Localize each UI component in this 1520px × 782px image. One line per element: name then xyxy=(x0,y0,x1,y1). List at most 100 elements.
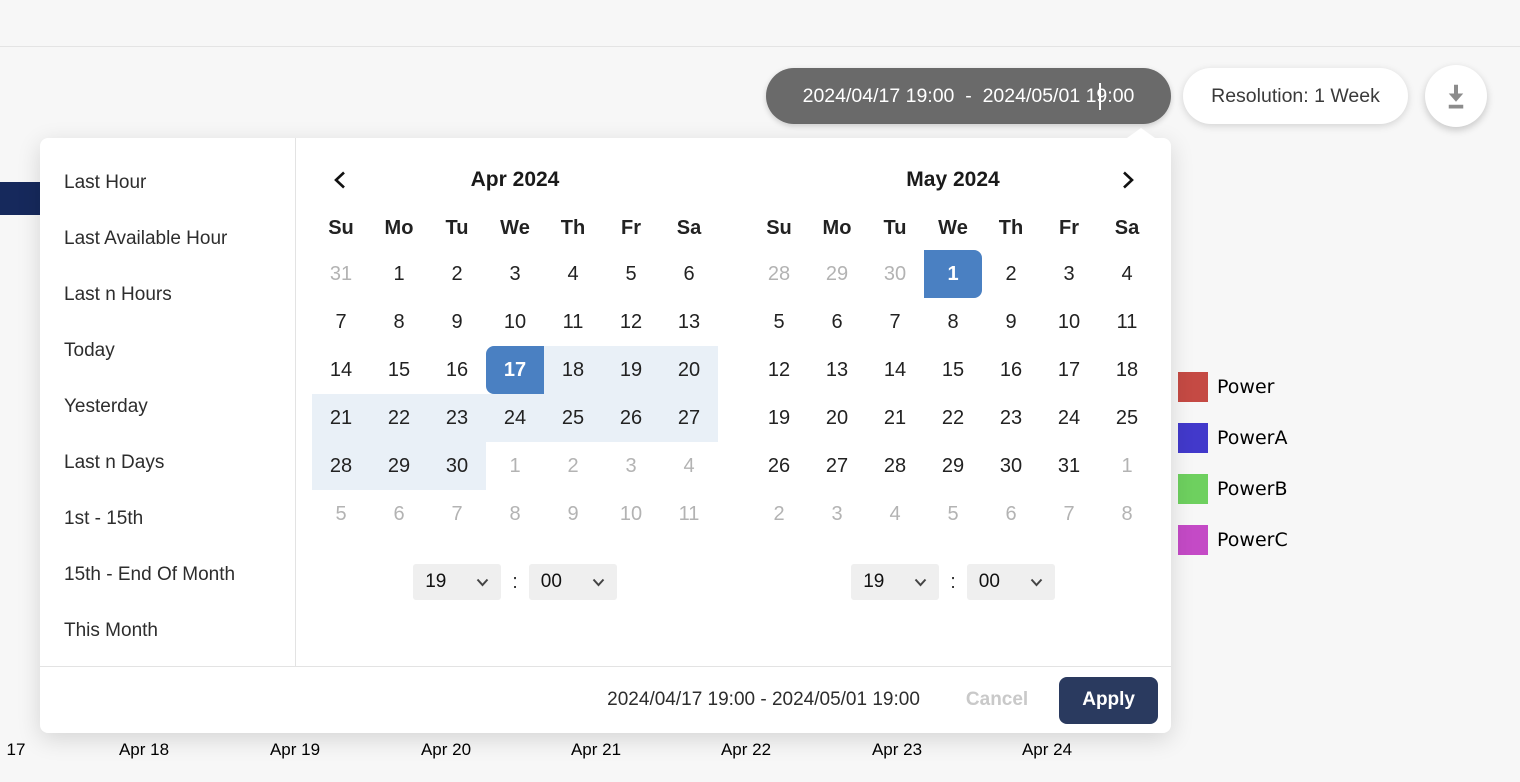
day-cell[interactable]: 3 xyxy=(1063,262,1075,285)
day-cell[interactable]: 7 xyxy=(1063,502,1075,525)
apply-button[interactable]: Apply xyxy=(1059,676,1158,724)
day-cell[interactable]: 10 xyxy=(619,502,643,525)
day-cell[interactable]: 29 xyxy=(941,454,965,477)
day-cell[interactable]: 28 xyxy=(883,454,907,477)
preset-item[interactable]: 15th - End Of Month xyxy=(64,564,236,585)
day-cell[interactable]: 1 xyxy=(924,250,982,298)
preset-item[interactable]: Last Hour xyxy=(64,172,147,193)
resolution-button[interactable]: Resolution: 1 Week xyxy=(1183,68,1408,124)
day-cell[interactable]: 19 xyxy=(767,406,791,429)
date-range-input[interactable]: 2024/04/17 19:00 - 2024/05/01 19:00 xyxy=(766,68,1171,124)
day-cell[interactable]: 5 xyxy=(335,502,347,525)
start-hour-select[interactable]: 19 xyxy=(413,564,502,600)
legend-item[interactable]: PowerB xyxy=(1178,474,1288,504)
day-cell[interactable]: 21 xyxy=(312,394,370,442)
day-cell[interactable]: 5 xyxy=(625,262,637,285)
end-hour-select[interactable]: 19 xyxy=(851,564,940,600)
day-cell[interactable]: 5 xyxy=(773,310,785,333)
day-cell[interactable]: 9 xyxy=(451,310,463,333)
next-month-button[interactable] xyxy=(1116,169,1138,191)
preset-item[interactable]: This Month xyxy=(64,620,158,641)
day-cell[interactable]: 20 xyxy=(825,406,849,429)
preset-item[interactable]: Yesterday xyxy=(64,396,148,417)
day-cell[interactable]: 6 xyxy=(831,310,843,333)
day-cell[interactable]: 8 xyxy=(393,310,405,333)
day-cell[interactable]: 8 xyxy=(509,502,521,525)
day-cell[interactable]: 10 xyxy=(1057,310,1081,333)
day-cell[interactable]: 3 xyxy=(509,262,521,285)
day-cell[interactable]: 31 xyxy=(1057,454,1081,477)
legend-item[interactable]: Power xyxy=(1178,372,1288,402)
day-cell[interactable]: 2 xyxy=(451,262,463,285)
day-cell[interactable]: 7 xyxy=(335,310,347,333)
day-cell[interactable]: 21 xyxy=(883,406,907,429)
day-cell[interactable]: 17 xyxy=(1057,358,1081,381)
preset-item[interactable]: Last Available Hour xyxy=(64,228,228,249)
day-cell[interactable]: 7 xyxy=(451,502,463,525)
day-cell[interactable]: 10 xyxy=(503,310,527,333)
day-cell[interactable]: 18 xyxy=(1115,358,1139,381)
day-cell[interactable]: 2 xyxy=(567,454,579,477)
day-cell[interactable]: 12 xyxy=(767,358,791,381)
day-cell[interactable]: 15 xyxy=(941,358,965,381)
day-cell[interactable]: 1 xyxy=(1121,454,1133,477)
day-cell[interactable]: 23 xyxy=(999,406,1023,429)
day-cell[interactable]: 7 xyxy=(889,310,901,333)
day-cell[interactable]: 13 xyxy=(677,310,701,333)
day-cell[interactable]: 1 xyxy=(509,454,521,477)
day-cell[interactable]: 6 xyxy=(393,502,405,525)
day-cell[interactable]: 2 xyxy=(773,502,785,525)
day-cell[interactable]: 3 xyxy=(625,454,637,477)
day-cell[interactable]: 22 xyxy=(941,406,965,429)
day-cell[interactable]: 27 xyxy=(825,454,849,477)
day-cell[interactable]: 28 xyxy=(767,262,791,285)
day-cell[interactable]: 29 xyxy=(825,262,849,285)
day-cell[interactable]: 11 xyxy=(1116,310,1138,333)
preset-item[interactable]: Last n Days xyxy=(64,452,165,473)
day-cell[interactable]: 26 xyxy=(602,394,660,442)
legend-item[interactable]: PowerC xyxy=(1178,525,1288,555)
day-cell[interactable]: 3 xyxy=(831,502,843,525)
day-cell[interactable]: 2 xyxy=(1005,262,1017,285)
day-cell[interactable]: 30 xyxy=(883,262,907,285)
day-cell[interactable]: 8 xyxy=(1121,502,1133,525)
day-cell[interactable]: 31 xyxy=(329,262,353,285)
day-cell[interactable]: 6 xyxy=(683,262,695,285)
day-cell[interactable]: 14 xyxy=(329,358,353,381)
day-cell[interactable]: 29 xyxy=(370,442,428,490)
day-cell[interactable]: 9 xyxy=(1005,310,1017,333)
cancel-button[interactable]: Cancel xyxy=(965,689,1029,710)
day-cell[interactable]: 13 xyxy=(825,358,849,381)
day-cell[interactable]: 4 xyxy=(683,454,695,477)
day-cell[interactable]: 9 xyxy=(567,502,579,525)
preset-item[interactable]: 1st - 15th xyxy=(64,508,144,529)
day-cell[interactable]: 8 xyxy=(947,310,959,333)
day-cell[interactable]: 16 xyxy=(999,358,1023,381)
day-cell[interactable]: 24 xyxy=(486,394,544,442)
day-cell[interactable]: 24 xyxy=(1057,406,1081,429)
end-minute-select[interactable]: 00 xyxy=(966,564,1055,600)
day-cell[interactable]: 25 xyxy=(1115,406,1139,429)
day-cell[interactable]: 5 xyxy=(947,502,959,525)
day-cell[interactable]: 30 xyxy=(428,442,486,490)
preset-item[interactable]: Today xyxy=(64,340,115,361)
day-cell[interactable]: 1 xyxy=(393,262,405,285)
day-cell[interactable]: 28 xyxy=(312,442,370,490)
day-cell[interactable]: 15 xyxy=(387,358,411,381)
download-button[interactable] xyxy=(1425,65,1487,127)
day-cell[interactable]: 30 xyxy=(999,454,1023,477)
day-cell[interactable]: 4 xyxy=(889,502,901,525)
day-cell[interactable]: 4 xyxy=(567,262,579,285)
day-cell[interactable]: 6 xyxy=(1005,502,1017,525)
day-cell[interactable]: 4 xyxy=(1121,262,1133,285)
day-cell[interactable]: 11 xyxy=(678,502,700,525)
start-minute-select[interactable]: 00 xyxy=(528,564,617,600)
day-cell[interactable]: 19 xyxy=(602,346,660,394)
day-cell[interactable]: 25 xyxy=(544,394,602,442)
day-cell[interactable]: 11 xyxy=(562,310,584,333)
day-cell[interactable]: 20 xyxy=(660,346,718,394)
day-cell[interactable]: 23 xyxy=(428,394,486,442)
preset-item[interactable]: Last n Hours xyxy=(64,284,172,305)
day-cell[interactable]: 26 xyxy=(767,454,791,477)
day-cell[interactable]: 14 xyxy=(883,358,907,381)
